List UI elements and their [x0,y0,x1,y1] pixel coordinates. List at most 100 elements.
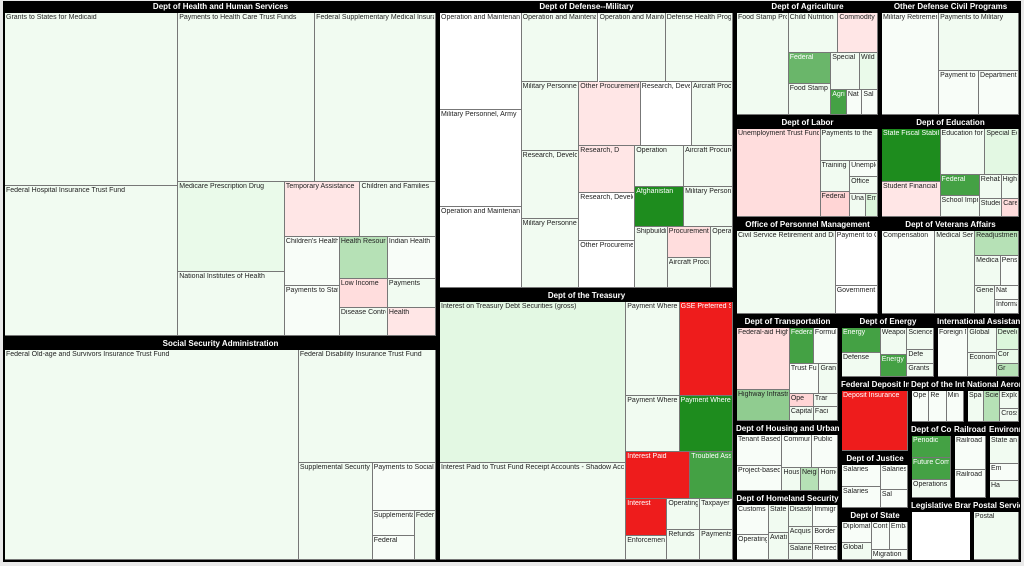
treemap-leaf[interactable]: Federal Old-age and Survivors Insurance … [5,350,299,560]
treemap-leaf[interactable]: State Fiscal Stabilization [882,129,941,182]
treemap-leaf[interactable]: Federal Hospital Insurance Trust Fund [5,186,179,336]
treemap-leaf[interactable]: Payments [700,529,733,560]
treemap-leaf[interactable]: Aircraft Procurement [684,146,733,187]
treemap-leaf[interactable]: Payment to D [939,71,980,115]
treemap-leaf[interactable]: Acquisition [788,527,814,544]
treemap-leaf[interactable]: Pensions [1000,256,1019,287]
treemap-leaf[interactable]: Highway Infrastructure [737,390,790,421]
treemap-leaf[interactable]: Nat [846,89,863,115]
treemap-leaf[interactable]: Payments to the [820,129,878,161]
treemap-leaf[interactable]: Payment Where Earned Income [626,302,680,396]
treemap-leaf[interactable]: Min [946,391,964,422]
dept-railroad[interactable]: Railroad RetirementRailroad SocialRailro… [953,424,988,500]
dept-transportation[interactable]: Dept of Transportation Federal-aid Highwa… [735,316,840,423]
dept-veterans[interactable]: Dept of Veterans Affairs Compensation Medi… [880,219,1021,316]
treemap-leaf[interactable]: Operation [711,227,733,288]
treemap-leaf[interactable]: Retired [813,543,838,560]
treemap-leaf[interactable]: GSE Preferred Stock Purchase [679,302,733,396]
treemap-leaf[interactable]: Salaries [788,543,814,560]
treemap-leaf[interactable]: Immigration [813,505,838,527]
treemap-leaf[interactable]: Embassy [889,522,908,550]
treemap-leaf[interactable]: Disease Control [339,307,388,336]
treemap-leaf[interactable]: Interest Paid to Trust Fund Receipt Acco… [440,463,627,560]
treemap-leaf[interactable]: Operation and Maintenance, Navy [521,13,599,82]
dept-opm[interactable]: Office of Personnel Management Civil Serv… [735,219,880,316]
treemap-leaf[interactable]: Training [820,161,851,193]
treemap-leaf[interactable]: Disaster [788,505,814,527]
treemap-leaf[interactable]: Una [850,193,867,217]
treemap-leaf[interactable]: Payments to States [284,286,340,336]
treemap-leaf[interactable]: Postal [974,512,1019,560]
treemap-leaf[interactable]: School Improvement [940,195,980,217]
treemap-leaf[interactable]: Shipbuilding [635,227,668,288]
dept-international-assistance[interactable]: International Assistance Foreign Military… [936,316,1021,379]
treemap-leaf[interactable]: General [975,286,996,314]
treemap-leaf[interactable]: Trar [813,393,838,408]
treemap-leaf[interactable]: Em [866,193,878,217]
treemap-leaf[interactable]: Operation and Maintenance [440,207,522,288]
dept-state[interactable]: Dept of State Diplomatic Global Contributio… [840,510,910,562]
treemap-leaf[interactable]: Future Commitments [912,457,951,480]
treemap-leaf[interactable]: Capital [789,407,814,421]
treemap-leaf[interactable]: Payment Where Child Tax [626,395,680,453]
treemap-leaf[interactable]: Medical [975,256,1001,287]
treemap-leaf[interactable]: Special [831,52,860,90]
dept-legislative[interactable]: Legislative Branch [910,500,972,562]
dept-energy[interactable]: Dept of EnergyEnergyDefenseWeaponsEnergy… [840,316,936,379]
treemap-leaf[interactable]: Information [995,300,1019,314]
treemap-leaf[interactable]: Energy [880,354,908,377]
treemap-leaf[interactable]: Border [813,527,838,544]
dept-housing[interactable]: Dept of Housing and Urban Tenant Based Pro… [735,423,840,493]
treemap-leaf[interactable]: Em [990,464,1019,482]
treemap-leaf[interactable]: Department [979,71,1019,115]
treemap-leaf[interactable]: Children and Families [360,182,436,237]
treemap-leaf[interactable]: Defense Health Program [665,13,733,82]
treemap-leaf[interactable]: Troubled Asset Relief [690,452,733,499]
treemap-leaf[interactable]: Global [842,543,872,560]
treemap-leaf[interactable]: Research, Development [579,193,636,241]
dept-labor[interactable]: Dept of Labor Unemployment Trust Fund Paym… [735,117,880,219]
treemap-leaf[interactable]: Weapons [880,328,908,355]
treemap-leaf[interactable]: Payments to Social Security [372,462,436,512]
treemap-leaf[interactable]: Ope [789,393,814,408]
treemap-leaf[interactable]: Science [907,328,934,351]
treemap-leaf[interactable]: Payments to Military [939,13,1019,72]
treemap-leaf[interactable]: Supplemental Security Income [298,462,373,560]
treemap-leaf[interactable]: Cross [1000,408,1019,422]
treemap-leaf[interactable]: Procurement [667,227,712,258]
treemap-leaf[interactable]: Cor [996,350,1019,364]
treemap-leaf[interactable]: Sal [880,489,908,508]
treemap-leaf[interactable]: Payment to Civil Service [835,231,878,287]
treemap-leaf[interactable]: Child Nutrition Programs [788,13,839,53]
treemap-leaf[interactable]: National Institutes of Health [178,272,285,336]
treemap-leaf[interactable]: Railroad [955,469,986,498]
treemap-leaf[interactable]: Indian Health [387,236,436,280]
treemap-leaf[interactable]: Student [979,198,1003,217]
treemap-leaf[interactable]: Community [782,435,813,469]
treemap-leaf[interactable]: Research, Development [521,150,580,220]
treemap-leaf[interactable]: Aircraft Procurement [692,81,733,147]
treemap-leaf[interactable]: Other Procurement [579,240,636,288]
treemap-leaf[interactable]: Periodic [912,436,951,458]
treemap-leaf[interactable]: Civil Service Retirement and Disability [737,231,836,314]
treemap-leaf[interactable]: Science [984,391,1001,422]
treemap-leaf[interactable]: Customs [737,505,770,535]
treemap-leaf[interactable]: Grants [907,363,934,377]
treemap-leaf[interactable]: Federal Disability Insurance Trust Fund [298,350,436,463]
treemap-leaf[interactable]: Ha [990,481,1019,498]
treemap-leaf[interactable]: Operation and Maintenance, Army [440,13,522,111]
treemap-leaf[interactable]: Temporary Assistance [284,182,361,237]
treemap-leaf[interactable]: Refunds [667,529,701,560]
treemap-leaf[interactable]: Food Stamp Program [737,13,789,115]
treemap-leaf[interactable]: Special Education [985,129,1019,175]
treemap-leaf[interactable]: Grants [819,364,838,394]
treemap-leaf[interactable]: Operations [912,479,951,498]
treemap-leaf[interactable]: Contributions [871,522,890,550]
treemap-leaf[interactable]: Space Operations [968,391,985,422]
treemap-leaf[interactable]: Higher [1001,174,1019,199]
treemap-leaf[interactable]: Operating [667,499,701,530]
treemap-leaf[interactable]: Military Personnel [521,219,580,288]
dept-agriculture[interactable]: Dept of Agriculture Food Stamp ProgramChi… [735,1,880,117]
treemap-leaf[interactable]: Re [929,391,947,422]
